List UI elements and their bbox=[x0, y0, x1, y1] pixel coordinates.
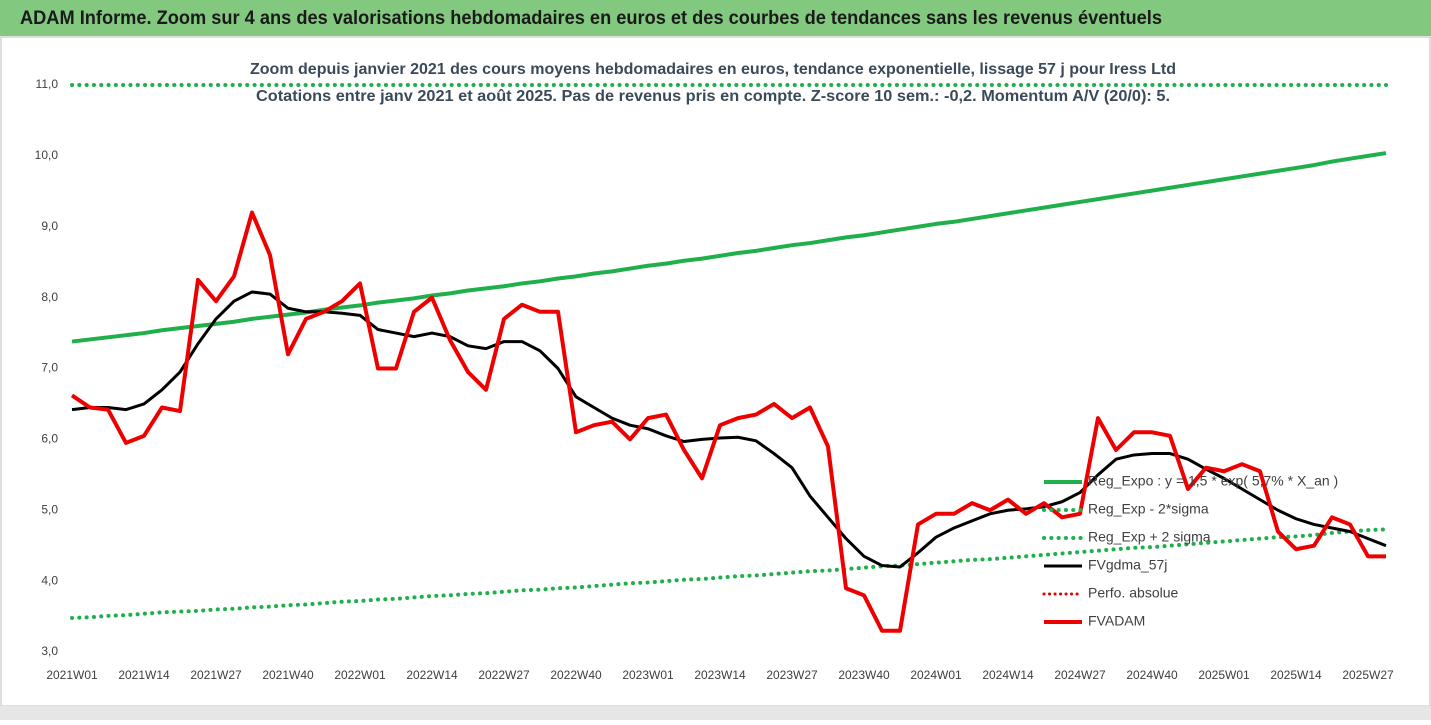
x-tick-label: 2022W40 bbox=[550, 668, 602, 682]
chart-frame bbox=[0, 36, 1431, 707]
x-tick-label: 2025W01 bbox=[1198, 668, 1250, 682]
x-tick-label: 2022W01 bbox=[334, 668, 386, 682]
y-tick-label: 4,0 bbox=[41, 573, 58, 587]
legend-label: FVADAM bbox=[1088, 613, 1145, 629]
x-tick-label: 2025W27 bbox=[1342, 668, 1394, 682]
chart-subtitle: Zoom depuis janvier 2021 des cours moyen… bbox=[250, 61, 1176, 78]
legend-label: Reg_Exp + 2 sigma bbox=[1088, 529, 1211, 545]
x-tick-label: 2021W27 bbox=[190, 668, 242, 682]
x-tick-label: 2023W27 bbox=[766, 668, 818, 682]
y-tick-label: 10,0 bbox=[35, 148, 59, 162]
legend-label: FVgdma_57j bbox=[1088, 557, 1167, 573]
x-tick-label: 2022W14 bbox=[406, 668, 458, 682]
y-tick-label: 7,0 bbox=[41, 361, 58, 375]
x-tick-label: 2024W40 bbox=[1126, 668, 1178, 682]
bottom-strip bbox=[0, 706, 1431, 720]
x-tick-label: 2023W14 bbox=[694, 668, 746, 682]
y-tick-label: 9,0 bbox=[41, 219, 58, 233]
legend-label: Reg_Expo : y = 1,5 * exp( 5,7% * X_an ) bbox=[1088, 473, 1338, 489]
y-tick-label: 3,0 bbox=[41, 644, 58, 658]
y-tick-label: 5,0 bbox=[41, 502, 58, 516]
y-tick-label: 6,0 bbox=[41, 432, 58, 446]
series-line bbox=[71, 290, 1387, 569]
legend-label: Perfo. absolue bbox=[1088, 585, 1178, 601]
x-tick-label: 2024W14 bbox=[982, 668, 1034, 682]
series-line bbox=[71, 151, 1387, 344]
series-line bbox=[70, 527, 1388, 620]
x-tick-label: 2024W01 bbox=[910, 668, 962, 682]
x-tick-label: 2023W40 bbox=[838, 668, 890, 682]
x-tick-label: 2021W40 bbox=[262, 668, 314, 682]
legend-label: Reg_Exp - 2*sigma bbox=[1088, 501, 1209, 517]
header-bar bbox=[0, 0, 1431, 36]
y-tick-label: 11,0 bbox=[36, 77, 59, 91]
x-tick-label: 2021W14 bbox=[118, 668, 170, 682]
chart-title: ADAM Informe. Zoom sur 4 ans des valoris… bbox=[20, 8, 1162, 29]
x-tick-label: 2022W27 bbox=[478, 668, 530, 682]
x-tick-label: 2021W01 bbox=[46, 668, 98, 682]
x-tick-label: 2023W01 bbox=[622, 668, 674, 682]
chart-subtitle: Cotations entre janv 2021 et août 2025. … bbox=[256, 88, 1170, 105]
x-tick-label: 2024W27 bbox=[1054, 668, 1106, 682]
x-tick-label: 2025W14 bbox=[1270, 668, 1322, 682]
y-tick-label: 8,0 bbox=[41, 290, 58, 304]
series-line bbox=[70, 210, 1386, 633]
